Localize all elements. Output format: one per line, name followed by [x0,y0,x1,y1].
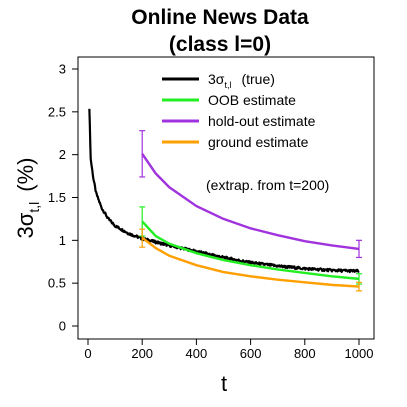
extrapolation-note: (extrap. from t=200) [206,177,329,193]
legend-label-subscript: t,l [224,80,231,90]
y-tick-label: 0.5 [48,276,66,291]
y-axis-label-unit: (%) [13,158,38,192]
x-tick-label: 400 [186,346,208,361]
y-axis-label-prefix: 3σ [13,212,38,238]
x-tick-label: 600 [240,346,262,361]
y-axis-label-subscript: t,l [26,202,42,213]
series-line-1 [141,220,360,281]
y-tick-label: 3 [59,62,66,77]
legend-label-prefix: 3σ [208,71,225,87]
y-tick-label: 2 [59,147,66,162]
y-tick-label: 2.5 [48,104,66,119]
series-line-0 [88,108,360,274]
x-tick-label: 200 [131,346,153,361]
legend-label-suffix: (true) [241,71,274,87]
x-axis-label: t [221,371,227,396]
series-line-3 [141,236,360,288]
x-tick-label: 1000 [345,346,374,361]
y-tick-label: 1.5 [48,190,66,205]
x-axis: 0 200 400 600 800 1000 [84,339,373,361]
series-line-2 [141,153,360,251]
chart-title-line1: Online News Data [131,6,309,29]
legend: 3σt,l (true) OOB estimate hold-out estimate… [162,71,316,150]
series-layer [88,108,360,288]
legend-label-2: hold-out estimate [208,113,316,129]
legend-label-1: OOB estimate [208,92,296,108]
chart-title-line2: (class l=0) [169,33,271,56]
y-axis-label: 3σt,l (%) [13,158,42,239]
y-axis: 0 0.5 1 1.5 2 2.5 3 [48,62,78,334]
legend-label-3: ground estimate [208,134,309,150]
errorbar-layer [139,130,362,292]
legend-label-0: 3σt,l (true) [208,71,275,90]
x-tick-label: 0 [84,346,91,361]
y-tick-label: 1 [59,233,66,248]
y-tick-label: 0 [59,319,66,334]
x-tick-label: 800 [294,346,316,361]
